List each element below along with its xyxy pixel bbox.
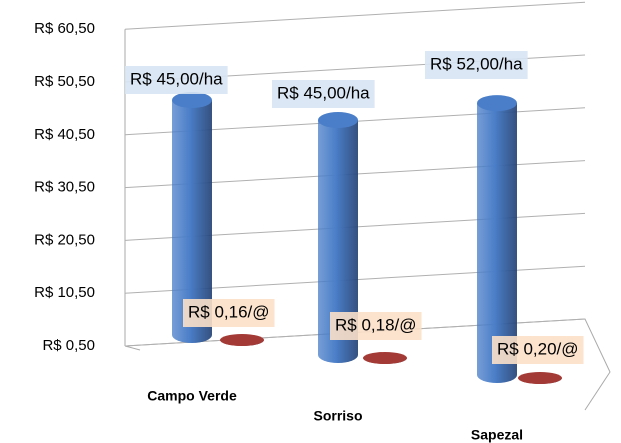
- label-bg: [330, 312, 422, 340]
- bar-top: [363, 352, 407, 364]
- bar-top: [518, 372, 562, 384]
- bar: [172, 92, 212, 343]
- bar-top: [172, 92, 212, 109]
- y-tick-label: R$ 40,50: [34, 126, 95, 143]
- bar-body: [477, 103, 517, 383]
- bar-top: [477, 95, 517, 112]
- bar-body: [318, 120, 358, 363]
- value-label: R$ 0,20/@: [497, 339, 579, 358]
- y-tick-label: R$ 10,50: [34, 284, 95, 301]
- bar: [220, 334, 264, 346]
- y-tick-label: R$ 60,50: [34, 20, 95, 37]
- label-bg: [425, 51, 528, 79]
- label-bg: [183, 299, 275, 327]
- bar-body: [172, 100, 212, 343]
- bar: [363, 352, 407, 364]
- x-tick-label: Sorriso: [313, 408, 362, 424]
- bar: [518, 372, 562, 384]
- bar-top: [220, 334, 264, 346]
- grid-line: [124, 1, 586, 30]
- bar: [477, 95, 517, 383]
- value-label: R$ 0,18/@: [335, 315, 417, 334]
- x-tick-label: Sapezal: [471, 427, 523, 443]
- y-tick-label: R$ 20,50: [34, 231, 95, 248]
- value-label: R$ 45,00/ha: [130, 69, 223, 88]
- label-bg: [272, 80, 375, 108]
- label-bg: [125, 66, 228, 94]
- y-tick-label: R$ 0,50: [42, 337, 95, 354]
- bar: [318, 112, 358, 363]
- value-label: R$ 45,00/ha: [277, 83, 370, 102]
- value-label: R$ 0,16/@: [188, 302, 270, 321]
- x-tick-label: Campo Verde: [147, 388, 237, 404]
- bar-top: [318, 112, 358, 129]
- value-label: R$ 52,00/ha: [430, 54, 523, 73]
- y-tick-label: R$ 30,50: [34, 179, 95, 196]
- label-bg: [492, 336, 584, 364]
- y-tick-label: R$ 50,50: [34, 73, 95, 90]
